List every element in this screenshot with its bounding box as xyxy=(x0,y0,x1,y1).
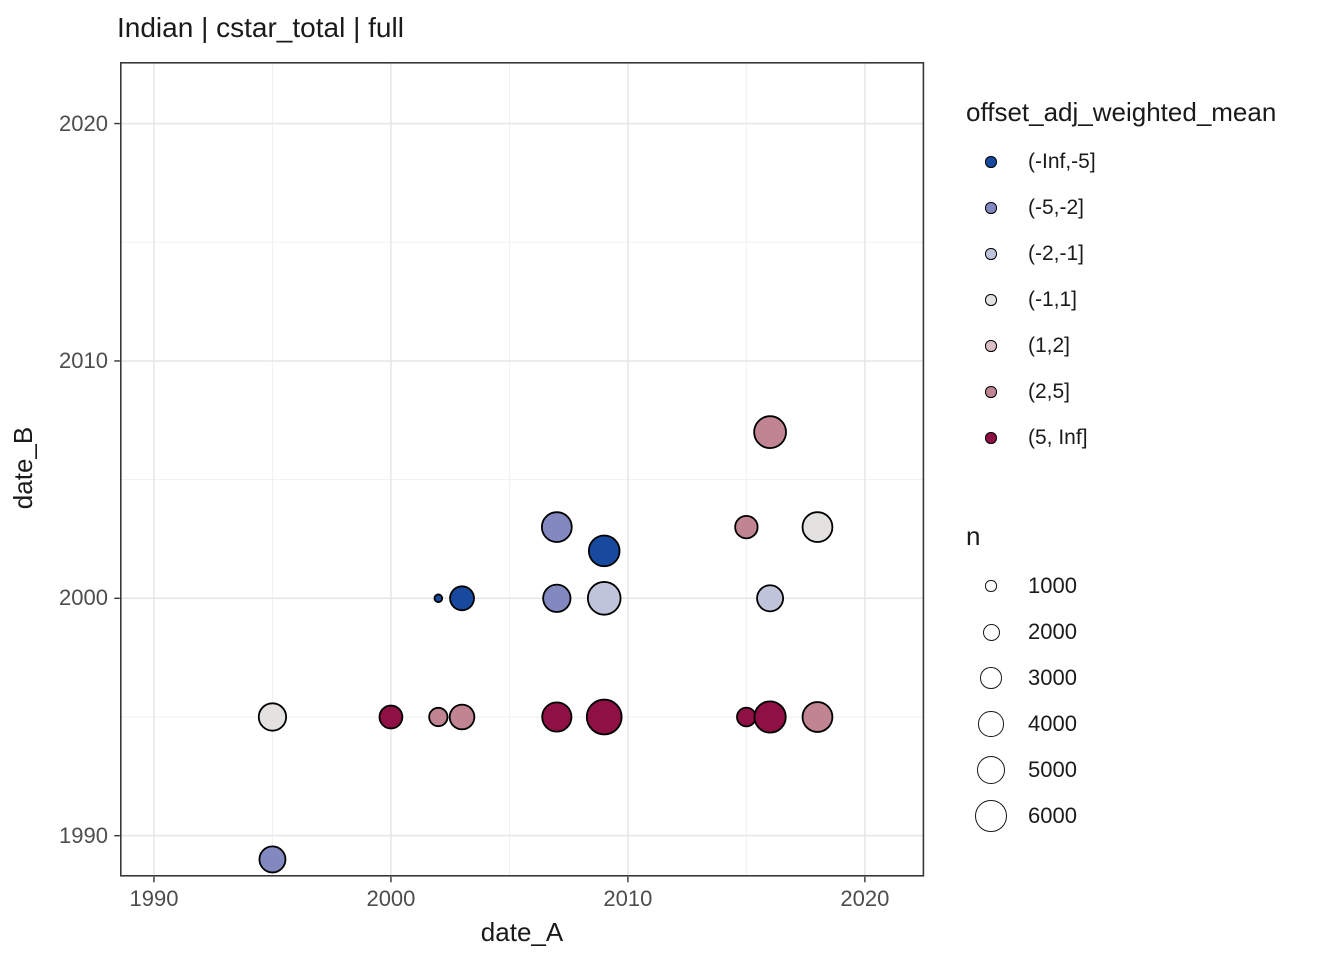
size-legend-entry: 1000 xyxy=(966,563,1077,609)
data-point xyxy=(541,701,573,733)
color-legend-label: (-Inf,-5] xyxy=(1028,150,1096,173)
data-point xyxy=(257,702,288,732)
legend-key xyxy=(966,655,1016,701)
data-point xyxy=(258,845,287,874)
size-legend-entry: 5000 xyxy=(966,747,1077,793)
color-legend-label: (-1,1] xyxy=(1028,288,1078,311)
legend-key xyxy=(966,793,1016,839)
legend-size-circle-icon xyxy=(976,755,1006,785)
legend-key xyxy=(966,185,1016,231)
size-legend-label: 5000 xyxy=(1028,757,1077,782)
data-point xyxy=(428,706,449,728)
legend-point-icon xyxy=(985,294,997,306)
color-legend-label: (-2,-1] xyxy=(1028,242,1085,265)
size-legend-label: 3000 xyxy=(1028,665,1077,690)
size-legend-items: 1000 2000 3000 4000 5000 6000 xyxy=(966,563,1077,839)
legend-size-circle-icon xyxy=(975,800,1007,832)
data-point xyxy=(756,584,785,613)
color-legend-entry: (-1,1] xyxy=(966,277,1276,323)
size-legend-entry: 4000 xyxy=(966,701,1077,747)
color-legend-entry: (1,2] xyxy=(966,323,1276,369)
data-point xyxy=(586,581,622,616)
size-legend-label: 2000 xyxy=(1028,619,1077,644)
data-point xyxy=(801,511,834,543)
legend-key xyxy=(966,609,1016,655)
color-legend-entry: (5, Inf] xyxy=(966,415,1276,461)
legend-size-circle-icon xyxy=(985,580,997,592)
legend-key xyxy=(966,747,1016,793)
legend-key xyxy=(966,701,1016,747)
legend-key xyxy=(966,415,1016,461)
size-legend-entry: 6000 xyxy=(966,793,1077,839)
legend-point-icon xyxy=(985,386,997,398)
color-legend-label: (2,5] xyxy=(1028,380,1071,403)
data-point xyxy=(753,700,787,734)
color-legend: offset_adj_weighted_mean (-Inf,-5] (-5,-2… xyxy=(966,96,1276,461)
color-legend-entry: (2,5] xyxy=(966,369,1276,415)
data-point xyxy=(448,703,476,731)
legend-point-icon xyxy=(985,248,997,260)
legend-key xyxy=(966,323,1016,369)
data-point xyxy=(736,706,757,728)
color-legend-label: (-5,-2] xyxy=(1028,196,1085,219)
legend-point-icon xyxy=(985,202,997,214)
data-point xyxy=(378,704,404,730)
size-legend-label: 1000 xyxy=(1028,573,1077,598)
color-legend-label: (1,2] xyxy=(1028,334,1071,357)
data-point xyxy=(540,511,573,543)
x-axis-title: date_A xyxy=(480,917,564,947)
x-tick-label: 1990 xyxy=(129,886,179,911)
data-point xyxy=(734,514,759,540)
size-legend: n 1000 2000 3000 4000 5000 6000 xyxy=(966,520,1077,839)
y-tick-label: 2020 xyxy=(59,110,108,136)
size-legend-entry: 2000 xyxy=(966,609,1077,655)
size-legend-entry: 3000 xyxy=(966,655,1077,701)
data-point xyxy=(433,593,444,604)
legend-size-circle-icon xyxy=(982,623,1000,641)
data-point xyxy=(753,415,787,449)
color-legend-entry: (-5,-2] xyxy=(966,185,1276,231)
legend-key xyxy=(966,369,1016,415)
data-point xyxy=(449,585,475,612)
legend-point-icon xyxy=(985,156,997,168)
legend-size-circle-icon xyxy=(978,711,1004,737)
legend-point-icon xyxy=(985,432,997,444)
size-legend-label: 6000 xyxy=(1028,803,1077,828)
color-legend-entry: (-Inf,-5] xyxy=(966,139,1276,185)
legend-key xyxy=(966,277,1016,323)
data-point xyxy=(585,698,623,736)
legend-size-circle-icon xyxy=(980,667,1002,689)
y-tick-label: 1990 xyxy=(59,822,108,848)
color-legend-items: (-Inf,-5] (-5,-2] (-2,-1] (-1,1] (1,2] (2,5] (… xyxy=(966,139,1276,461)
color-legend-entry: (-2,-1] xyxy=(966,231,1276,277)
x-tick-label: 2000 xyxy=(366,886,416,911)
y-tick-label: 2010 xyxy=(59,347,108,373)
color-legend-title: offset_adj_weighted_mean xyxy=(966,97,1277,127)
data-point xyxy=(542,583,572,613)
y-axis-title: date_B xyxy=(8,426,38,510)
legend-key xyxy=(966,563,1016,609)
size-legend-label: 4000 xyxy=(1028,711,1077,736)
legend-point-icon xyxy=(985,340,997,352)
data-point xyxy=(587,534,621,568)
x-tick-label: 2010 xyxy=(603,886,653,911)
legend-key xyxy=(966,139,1016,185)
panel-border xyxy=(120,61,925,877)
plot-title: Indian | cstar_total | full xyxy=(117,12,404,43)
legend-key xyxy=(966,231,1016,277)
color-legend-label: (5, Inf] xyxy=(1028,426,1088,449)
size-legend-title: n xyxy=(966,521,981,551)
y-tick-label: 2000 xyxy=(59,585,108,611)
data-point xyxy=(801,701,834,733)
x-tick-label: 2020 xyxy=(840,886,890,911)
